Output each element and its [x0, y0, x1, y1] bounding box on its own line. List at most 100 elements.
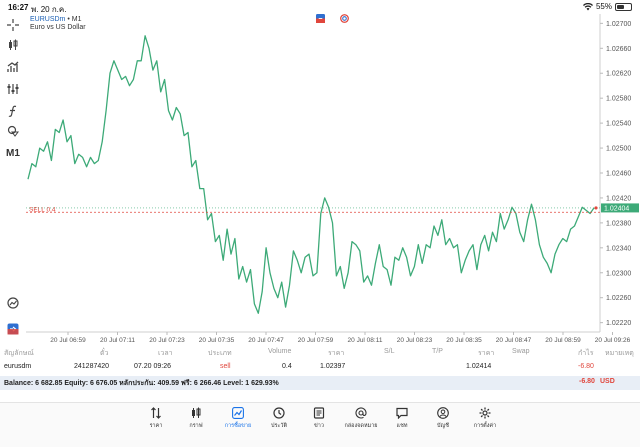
col-comment: หมายเหตุ: [605, 350, 634, 357]
nav-history[interactable]: ประวัติ: [259, 407, 299, 430]
x-tick-label: 20 Jul 07:11: [100, 337, 135, 344]
balance-summary: Balance: 6 682.85 Equity: 6 676.05 หลักป…: [4, 380, 279, 387]
row-symbol: eurusdm: [4, 363, 32, 370]
current-price-tag: [601, 203, 639, 213]
status-bar: 16:27 พ. 20 ก.ค. 55%: [0, 0, 640, 14]
account-icon: [437, 407, 449, 419]
battery-percent: 55%: [595, 2, 612, 11]
col-sl: S/L: [384, 348, 395, 355]
y-tick-label: 1.02540: [606, 121, 631, 128]
y-tick-label: 1.02460: [606, 171, 631, 178]
status-time: 16:27: [8, 3, 29, 12]
nav-label: แชท: [396, 423, 408, 429]
settings-icon: [479, 407, 491, 419]
col-price: ราคา: [328, 350, 345, 357]
y-tick-label: 1.02340: [606, 245, 631, 252]
y-tick-label: 1.02220: [606, 320, 631, 327]
trade-icon: [232, 407, 244, 419]
row-time: 07.20 09:26: [134, 363, 171, 370]
y-tick-label: 1.02620: [606, 71, 631, 78]
x-tick-label: 20 Jul 07:23: [149, 337, 185, 344]
symbol-name: EURUSDm: [30, 16, 66, 23]
nav-quotes[interactable]: ราคา: [136, 407, 176, 430]
nav-label: การตั้งค่า: [473, 423, 497, 429]
trading-panel-icon[interactable]: [4, 320, 22, 338]
last-point-marker: [594, 206, 598, 210]
nav-settings[interactable]: การตั้งค่า: [465, 407, 505, 430]
nav-trade[interactable]: การซื้อขาย: [218, 407, 258, 430]
battery-icon: [615, 2, 632, 11]
col-volume: Volume: [268, 348, 292, 355]
trades-header: สัญลักษณ์ ตั๋ว เวลา ประเภท Volume ราคา S…: [0, 346, 640, 358]
y-tick-label: 1.02580: [606, 96, 631, 103]
y-tick-label: 1.02500: [606, 146, 631, 153]
col-symbol: สัญลักษณ์: [4, 350, 34, 357]
mail-icon: [355, 407, 367, 419]
nav-label: กล่องจดหมาย: [344, 423, 378, 429]
row-volume: 0.4: [282, 363, 292, 370]
col-ticket: ตั๋ว: [100, 350, 109, 357]
total-profit: -6.80: [579, 378, 595, 385]
price-line: [27, 35, 595, 314]
nav-mailbox[interactable]: กล่องจดหมาย: [341, 407, 381, 430]
row-price: 1.02397: [320, 363, 346, 370]
symbol-description: Euro vs US Dollar: [30, 24, 86, 31]
y-tick-label: 1.02260: [606, 295, 631, 302]
nav-chat[interactable]: แชท: [382, 407, 422, 430]
col-type: ประเภท: [208, 350, 232, 357]
nav-news[interactable]: ข่าว: [299, 407, 339, 430]
x-tick-label: 20 Jul 08:11: [348, 337, 383, 344]
oneclick-icon[interactable]: [4, 294, 22, 312]
row-current-price: 1.02414: [466, 363, 492, 370]
chart-canvas[interactable]: 1.02700 1.02660 1.02620 1.02580 1.02540 1.025…: [26, 14, 640, 344]
y-tick-label: 1.02300: [606, 270, 631, 277]
col-swap: Swap: [512, 348, 530, 355]
trade-flag-icon[interactable]: [316, 14, 325, 23]
chat-icon: [396, 407, 408, 419]
y-tick-label: 1.02420: [606, 195, 631, 202]
timeframe-button[interactable]: M1: [6, 147, 20, 159]
nav-label: ข่าว: [314, 423, 324, 429]
nav-account[interactable]: บัญชี: [423, 407, 463, 430]
objects-icon[interactable]: [4, 80, 22, 98]
nav-label: การซื้อขาย: [224, 423, 252, 429]
chart-symbol-title: EURUSDm • M1: [30, 16, 81, 23]
nav-label: กราฟ: [189, 423, 203, 429]
indicators-icon[interactable]: [4, 58, 22, 76]
signal-icon[interactable]: [340, 14, 349, 23]
row-profit: -6.80: [578, 363, 594, 370]
profit-currency: USD: [600, 378, 615, 385]
candles-icon[interactable]: [4, 36, 22, 54]
x-tick-label: 20 Jul 08:59: [545, 337, 581, 344]
x-tick-label: 20 Jul 07:59: [298, 337, 334, 344]
table-row[interactable]: eurusdm 241287420 07.20 09:26 sell 0.4 1…: [0, 361, 640, 375]
crosshair-icon[interactable]: [4, 16, 22, 34]
x-tick-label: 20 Jul 06:59: [50, 337, 86, 344]
sell-level-label: SELL 0.4: [29, 206, 56, 213]
row-ticket: 241287420: [74, 363, 110, 370]
chart-icon: [192, 407, 201, 418]
chart-toolbar: M1: [0, 14, 26, 344]
bottom-navigation: ราคา กราฟ การซื้อขาย ประวัติ ข่าว กล่องจ…: [0, 402, 640, 447]
current-price-label: 1.02404: [604, 205, 629, 212]
col-profit: กำไร: [578, 350, 594, 357]
row-type: sell: [220, 363, 231, 370]
x-tick-label: 20 Jul 09:26: [595, 337, 631, 344]
history-icon: [273, 407, 285, 419]
col-current-price: ราคา: [478, 350, 495, 357]
x-tick-label: 20 Jul 08:23: [397, 337, 433, 344]
nav-chart[interactable]: กราฟ: [176, 407, 216, 430]
nav-label: บัญชี: [437, 423, 449, 429]
status-right: 55%: [582, 2, 632, 11]
shapes-icon[interactable]: [4, 122, 22, 140]
y-tick-label: 1.02700: [606, 21, 631, 28]
price-chart[interactable]: 1.02700 1.02660 1.02620 1.02580 1.02540 1.025…: [26, 14, 640, 344]
function-icon[interactable]: [4, 102, 22, 120]
symbol-timeframe: • M1: [67, 16, 82, 23]
x-tick-label: 20 Jul 07:47: [248, 337, 284, 344]
news-icon: [313, 407, 325, 419]
quotes-icon: [151, 407, 161, 419]
y-tick-label: 1.02660: [606, 46, 631, 53]
nav-label: ประวัติ: [270, 423, 288, 429]
x-tick-label: 20 Jul 07:35: [199, 337, 235, 344]
